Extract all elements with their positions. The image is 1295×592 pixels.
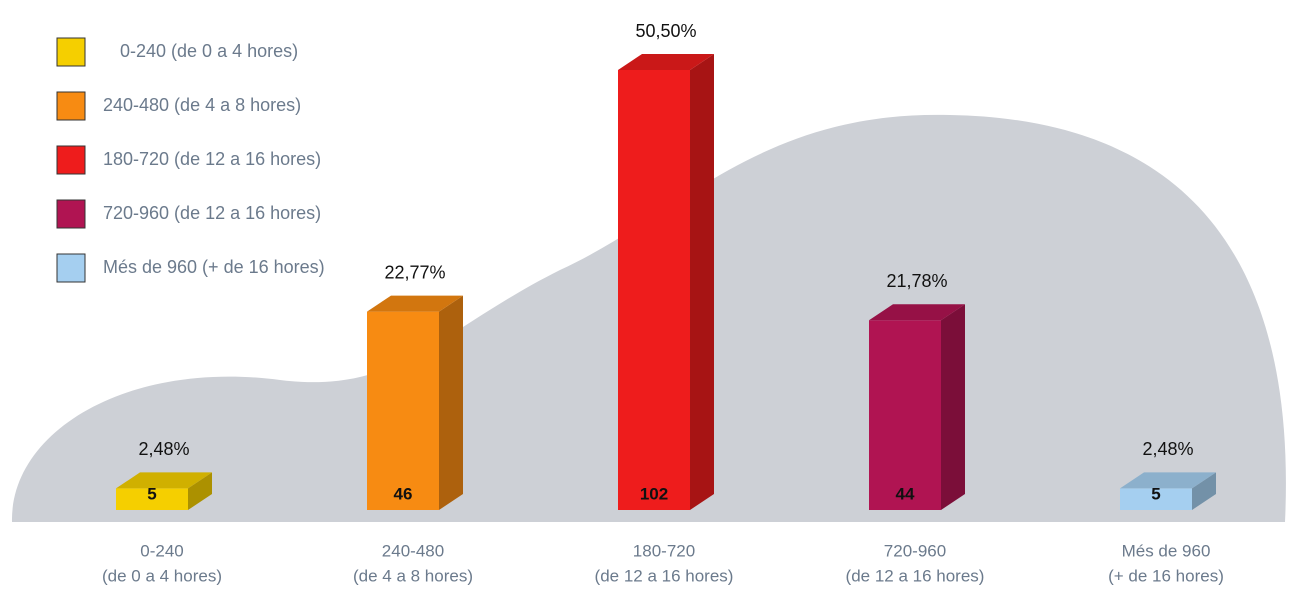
- legend-label: 0-240 (de 0 a 4 hores): [120, 41, 298, 61]
- legend-label: 720-960 (de 12 a 16 hores): [103, 203, 321, 223]
- legend-swatch: [57, 38, 85, 66]
- percent-label: 2,48%: [1142, 439, 1193, 459]
- legend-label: 240-480 (de 4 a 8 hores): [103, 95, 301, 115]
- x-tick-label: 180-720: [633, 541, 695, 560]
- bar: [367, 296, 463, 510]
- x-tick-label: 720-960: [884, 541, 946, 560]
- x-tick-label: (de 0 a 4 hores): [102, 566, 222, 585]
- count-label: 44: [896, 484, 915, 503]
- legend-swatch: [57, 254, 85, 282]
- x-tick-label: 240-480: [382, 541, 444, 560]
- legend-swatch: [57, 200, 85, 228]
- legend-label: Més de 960 (+ de 16 hores): [103, 257, 325, 277]
- legend-label: 180-720 (de 12 a 16 hores): [103, 149, 321, 169]
- percent-label: 50,50%: [635, 21, 696, 41]
- percent-label: 2,48%: [138, 439, 189, 459]
- count-label: 102: [640, 484, 668, 503]
- legend-swatch: [57, 92, 85, 120]
- count-label: 5: [147, 484, 156, 503]
- x-tick-label: (de 4 a 8 hores): [353, 566, 473, 585]
- x-tick-label: (+ de 16 hores): [1108, 566, 1224, 585]
- bar: [618, 54, 714, 510]
- bar: [869, 304, 965, 510]
- x-tick-label: 0-240: [140, 541, 183, 560]
- chart: 5 2,48% 0-240 (de 0 a 4 hores) 46 22,77% 240-4…: [0, 0, 1295, 592]
- x-tick-label: (de 12 a 16 hores): [846, 566, 985, 585]
- percent-label: 22,77%: [384, 262, 445, 282]
- x-tick-label: Més de 960: [1122, 541, 1211, 560]
- count-label: 46: [394, 484, 413, 503]
- legend-swatch: [57, 146, 85, 174]
- x-tick-label: (de 12 a 16 hores): [595, 566, 734, 585]
- percent-label: 21,78%: [886, 271, 947, 291]
- count-label: 5: [1151, 484, 1160, 503]
